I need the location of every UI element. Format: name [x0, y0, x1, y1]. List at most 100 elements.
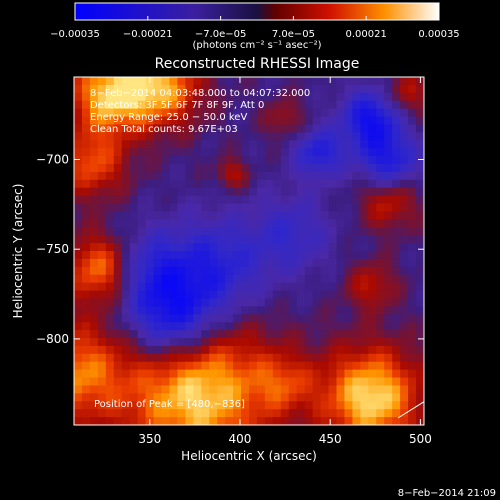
- heatmap-cell: [392, 322, 401, 331]
- heatmap-cell: [288, 361, 298, 371]
- heatmap-cell: [296, 330, 306, 339]
- heatmap-cell: [320, 227, 330, 236]
- heatmap-cell: [408, 100, 417, 110]
- heatmap-cell: [368, 156, 377, 165]
- heatmap-cell: [249, 116, 258, 126]
- heatmap-cell: [97, 140, 107, 149]
- heatmap-cell: [233, 290, 242, 300]
- heatmap-cell: [145, 290, 155, 300]
- heatmap-cell: [225, 330, 234, 339]
- heatmap-cell: [249, 108, 258, 118]
- heatmap-cell: [368, 298, 377, 307]
- heatmap-cell: [177, 171, 186, 181]
- heatmap-cell: [264, 179, 274, 189]
- heatmap-cell: [233, 322, 242, 331]
- heatmap-cell: [272, 140, 282, 149]
- heatmap-cell: [81, 274, 91, 284]
- heatmap-cell: [153, 417, 163, 425]
- heatmap-cell: [201, 219, 210, 228]
- heatmap-cell: [336, 274, 346, 284]
- heatmap-cell: [280, 116, 290, 126]
- heatmap-cell: [376, 409, 385, 418]
- heatmap-cell: [408, 409, 417, 418]
- heatmap-cell: [264, 353, 274, 363]
- heatmap-cell: [145, 338, 155, 347]
- heatmap-cell: [177, 179, 186, 189]
- heatmap-cell: [233, 84, 242, 94]
- heatmap-cell: [352, 290, 361, 300]
- heatmap-cell: [312, 369, 322, 379]
- heatmap-cell: [264, 306, 274, 315]
- heatmap-cell: [400, 322, 409, 331]
- heatmap-cell: [129, 306, 139, 315]
- heatmap-cell: [328, 330, 338, 339]
- heatmap-cell: [376, 353, 385, 363]
- heatmap-cell: [225, 100, 234, 110]
- heatmap-cell: [145, 251, 155, 260]
- heatmap-cell: [296, 369, 306, 379]
- heatmap-cell: [145, 211, 155, 220]
- colorbar-ticks: −0.00035 −0.00021 −7.0e−05 7.0e−05 0.00021 0.…: [50, 16, 460, 40]
- heatmap-cell: [89, 77, 99, 86]
- heatmap-cell: [185, 258, 194, 268]
- heatmap-cell: [193, 108, 202, 118]
- heatmap-cell: [272, 401, 282, 410]
- heatmap-cell: [153, 290, 163, 300]
- heatmap-cell: [280, 100, 290, 110]
- heatmap-cell: [185, 140, 194, 149]
- heatmap-cell: [74, 124, 83, 133]
- heatmap-cell: [105, 211, 115, 220]
- heatmap-cell: [288, 124, 298, 133]
- heatmap-cell: [272, 330, 282, 339]
- heatmap-cell: [264, 140, 274, 149]
- heatmap-cell: [376, 171, 385, 181]
- heatmap-cell: [193, 353, 202, 363]
- heatmap-cell: [121, 409, 131, 418]
- heatmap-cell: [352, 148, 361, 157]
- heatmap-cell: [129, 100, 139, 110]
- heatmap-cell: [304, 314, 314, 323]
- heatmap-cell: [416, 227, 424, 236]
- heatmap-cell: [416, 306, 424, 315]
- heatmap-cell: [81, 385, 91, 394]
- heatmap-cell: [185, 290, 194, 300]
- heatmap-cell: [193, 219, 202, 228]
- heatmap-cell: [272, 306, 282, 315]
- heatmap-cell: [161, 377, 171, 387]
- heatmap-cell: [161, 108, 171, 118]
- heatmap-cell: [368, 140, 377, 149]
- heatmap-cell: [81, 124, 91, 133]
- heatmap-cell: [344, 132, 353, 141]
- heatmap-cell: [288, 338, 298, 347]
- heatmap-cell: [344, 251, 353, 260]
- heatmap-cell: [352, 179, 361, 189]
- heatmap-cell: [113, 401, 123, 410]
- heatmap-cell: [177, 116, 186, 126]
- heatmap-cell: [384, 179, 393, 189]
- heatmap-cell: [241, 290, 250, 300]
- heatmap-cell: [304, 164, 314, 173]
- heatmap-cell: [74, 179, 83, 189]
- heatmap-cell: [81, 108, 91, 118]
- heatmap-cell: [89, 132, 99, 141]
- heatmap-cell: [241, 417, 250, 425]
- heatmap-cell: [296, 338, 306, 347]
- heatmap-cell: [193, 266, 202, 276]
- heatmap-cell: [408, 211, 417, 220]
- heatmap-cell: [249, 100, 258, 110]
- heatmap-cell: [264, 377, 274, 387]
- heatmap-cell: [89, 338, 99, 347]
- heatmap-cell: [81, 195, 91, 205]
- x-axis-ticks: 350 400 450 500: [138, 77, 432, 446]
- heatmap-cell: [408, 140, 417, 149]
- heatmap-cell: [241, 148, 250, 157]
- heatmap-cell: [328, 322, 338, 331]
- heatmap-cell: [97, 124, 107, 133]
- heatmap-cell: [193, 282, 202, 292]
- heatmap-cell: [376, 203, 385, 213]
- heatmap-cell: [217, 148, 226, 157]
- heatmap-cell: [113, 92, 123, 102]
- heatmap-cell: [161, 361, 171, 371]
- heatmap-cell: [121, 171, 131, 181]
- heatmap-cell: [185, 345, 194, 355]
